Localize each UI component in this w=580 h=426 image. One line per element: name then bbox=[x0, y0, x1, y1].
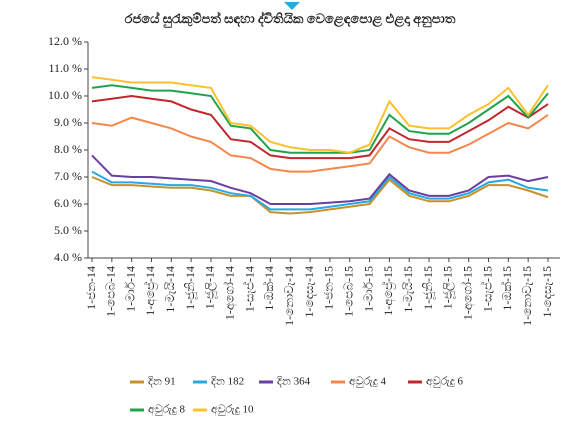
line-series bbox=[91, 94, 549, 160]
x-tick-label: 1-අගෝ-15 bbox=[460, 266, 475, 320]
x-tick-label: 1-අගෝ-14 bbox=[223, 266, 238, 320]
y-tick-label: 12.0 % bbox=[48, 34, 82, 48]
x-tick-label: 1-නොවැ-15 bbox=[520, 266, 534, 326]
x-tick-label: 1-අප්‍රේ-14 bbox=[143, 266, 158, 316]
x-tick-label: 1-ඔක්-14 bbox=[262, 266, 276, 311]
x-tick-label: 1-ජූලි-15 bbox=[441, 266, 456, 309]
x-tick-label: 1-දෙසැ-14 bbox=[302, 266, 316, 317]
x-tick-label: 1-ජූලි-14 bbox=[203, 266, 218, 309]
chart-title: රජයේ සුරැකුම්පත් සඳහා ද්විතියික වෙළෙඳපොළ… bbox=[125, 10, 456, 28]
decoration bbox=[284, 2, 300, 10]
x-tick-label: 1-පෙබ-14 bbox=[104, 266, 118, 317]
x-tick-label: 1-මැයි-15 bbox=[401, 266, 415, 313]
legend-label: දින 182 bbox=[211, 376, 245, 388]
x-tick-label: 1-ඔක්-15 bbox=[500, 266, 514, 311]
x-tick-label: 1-දෙසැ-15 bbox=[540, 266, 554, 317]
y-tick-label: 4.0 % bbox=[54, 250, 82, 264]
legend-label: අවුරුදු 8 bbox=[148, 404, 186, 417]
x-tick-label: 1-මාර්-14 bbox=[123, 266, 137, 312]
legend-label: අවුරුදු 4 bbox=[349, 376, 387, 389]
x-tick-label: 1-අප්‍රේ-15 bbox=[381, 266, 396, 316]
x-tick-label: 1-සැප්-14 bbox=[242, 266, 256, 312]
x-tick-label: 1-මාර්-15 bbox=[361, 266, 375, 312]
x-tick-label: 1-ජන-15 bbox=[322, 266, 336, 310]
legend-label: අවුරුදු 10 bbox=[211, 404, 254, 417]
line-series bbox=[91, 114, 549, 173]
line-series bbox=[91, 154, 549, 205]
x-tick-label: 1-පෙබ-15 bbox=[341, 266, 355, 317]
legend-label: අවුරුදු 6 bbox=[426, 376, 464, 389]
line-series bbox=[91, 76, 549, 154]
x-tick-label: 1-ජූනි-15 bbox=[421, 266, 436, 310]
y-tick-label: 6.0 % bbox=[54, 196, 82, 210]
line-series bbox=[91, 84, 549, 154]
y-tick-label: 9.0 % bbox=[54, 115, 82, 129]
legend-label: දින 364 bbox=[277, 376, 311, 388]
x-tick-label: 1-මැයි-14 bbox=[163, 266, 177, 313]
x-tick-label: 1-සැප්-15 bbox=[480, 266, 494, 312]
legend-label: දින 91 bbox=[148, 376, 176, 388]
y-tick-label: 5.0 % bbox=[54, 223, 82, 237]
y-tick-label: 7.0 % bbox=[54, 169, 82, 183]
y-tick-label: 11.0 % bbox=[48, 61, 82, 75]
y-tick-label: 10.0 % bbox=[48, 88, 82, 102]
line-series bbox=[91, 170, 549, 211]
x-tick-label: 1-නොවැ-14 bbox=[282, 266, 296, 326]
line-series bbox=[91, 176, 549, 215]
x-tick-label: 1-ජූනි-14 bbox=[183, 266, 198, 310]
x-tick-label: 1-ජන-14 bbox=[84, 266, 98, 310]
y-tick-label: 8.0 % bbox=[54, 142, 82, 156]
